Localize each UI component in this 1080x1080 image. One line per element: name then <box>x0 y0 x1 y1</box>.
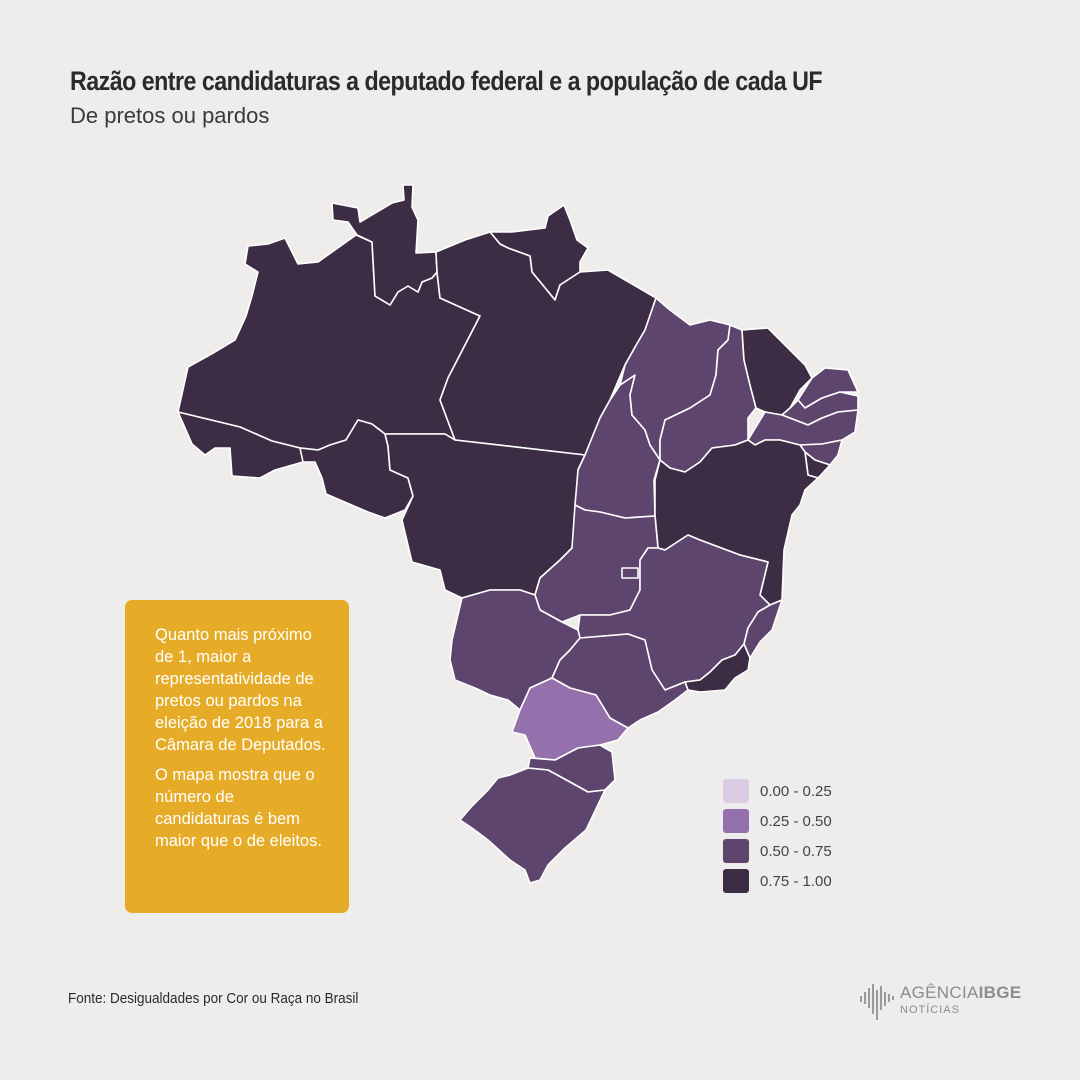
legend-label: 0.00 - 0.25 <box>760 782 832 800</box>
ibge-barcode-icon <box>860 984 894 1020</box>
legend-swatch <box>723 779 749 803</box>
legend-item: 0.50 - 0.75 <box>723 836 832 866</box>
map-subtitle: De pretos ou pardos <box>70 103 270 128</box>
legend-item: 0.75 - 1.00 <box>723 866 832 896</box>
state-rj <box>684 643 751 693</box>
agencia-ibge-logo: AGÊNCIAIBGE NOTÍCIAS <box>860 984 1021 1020</box>
state-rr <box>331 184 438 306</box>
legend-label: 0.75 - 1.00 <box>760 872 832 890</box>
state-df <box>621 567 639 579</box>
note-paragraph-1: Quanto mais próximo de 1, maior a repres… <box>155 626 326 754</box>
legend-item: 0.25 - 0.50 <box>723 806 832 836</box>
logo-noticias: NOTÍCIAS <box>900 1004 960 1016</box>
legend-item: 0.00 - 0.25 <box>723 776 832 806</box>
legend-label: 0.50 - 0.75 <box>760 842 832 860</box>
note-paragraph-2: O mapa mostra que o número de candidatur… <box>155 766 322 850</box>
note-box: Quanto mais próximo de 1, maior a repres… <box>125 600 349 913</box>
state-ac <box>177 411 319 479</box>
legend-swatch <box>723 839 749 863</box>
map-title: Razão entre candidaturas a deputado fede… <box>70 66 823 96</box>
legend-swatch <box>723 869 749 893</box>
legend-swatch <box>723 809 749 833</box>
logo-agencia: AGÊNCIA <box>900 983 979 1002</box>
logo-ibge: IBGE <box>978 983 1022 1002</box>
state-rs <box>459 767 606 884</box>
state-pr <box>511 677 629 761</box>
source-note: Fonte: Desigualdades por Cor ou Raça no … <box>68 990 359 1007</box>
legend-label: 0.25 - 0.50 <box>760 812 832 830</box>
map-legend: 0.00 - 0.25 0.25 - 0.50 0.50 - 0.75 0.75… <box>723 776 832 896</box>
